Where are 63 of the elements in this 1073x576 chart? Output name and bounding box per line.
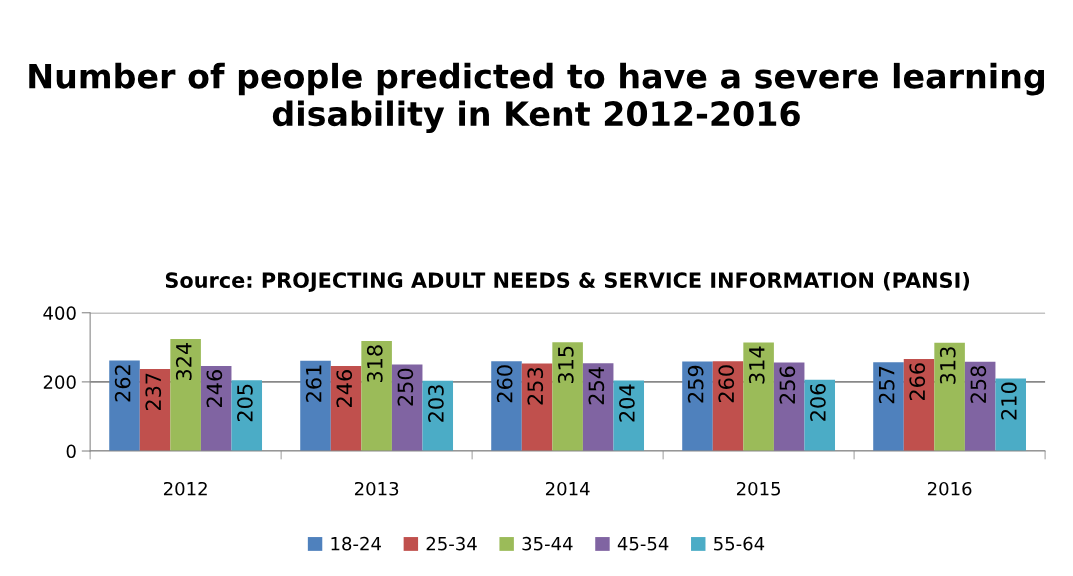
x-tick-label: 2012 — [163, 481, 207, 496]
bar — [200, 365, 232, 452]
bar — [743, 342, 774, 452]
bar — [330, 365, 362, 452]
chart-subtitle: Source: PROJECTING ADULT NEEDS & SERVICE INFORMATION (PANSI) — [165, 271, 970, 292]
bar — [934, 342, 965, 452]
bar — [422, 380, 454, 452]
data-label: 313 — [939, 347, 956, 384]
data-label: 204 — [619, 384, 635, 422]
legend-label: 18-24 — [331, 536, 381, 551]
legend-label: 35-44 — [522, 536, 573, 551]
data-label: 318 — [366, 345, 383, 383]
bar — [712, 361, 744, 452]
data-label: 261 — [305, 365, 322, 402]
data-label: 257 — [878, 366, 895, 404]
bar — [361, 341, 392, 452]
data-label: 324 — [175, 342, 192, 380]
data-label: 246 — [206, 370, 223, 407]
y-tick-label: 400 — [43, 306, 76, 320]
data-label: 266 — [909, 363, 926, 401]
data-label: 250 — [397, 368, 414, 406]
data-label: 246 — [336, 370, 353, 407]
x-tick-label: 2016 — [927, 481, 972, 496]
bar — [109, 360, 140, 452]
bar — [491, 361, 522, 452]
data-label: 260 — [496, 365, 513, 403]
legend-label: 55-64 — [714, 536, 765, 551]
data-label: 258 — [970, 366, 987, 403]
bar — [139, 369, 171, 452]
bar — [682, 361, 713, 452]
data-label: 254 — [588, 367, 605, 405]
bar — [804, 379, 836, 452]
bar — [300, 360, 331, 452]
data-label: 256 — [779, 366, 796, 404]
data-label: 205 — [237, 384, 253, 422]
x-tick-label: 2013 — [354, 481, 399, 496]
bar — [582, 363, 614, 452]
data-label: 314 — [748, 346, 765, 384]
legend-label: 45-54 — [617, 537, 669, 551]
bar — [170, 339, 201, 452]
bar — [521, 363, 553, 452]
data-label: 203 — [428, 385, 444, 422]
data-label: 259 — [687, 365, 704, 403]
bar — [552, 342, 583, 452]
y-tick-label: 0 — [66, 444, 76, 459]
y-tick-label: 200 — [43, 375, 76, 389]
bar — [231, 380, 263, 452]
bar — [964, 361, 996, 452]
data-label: 262 — [114, 365, 131, 402]
bar — [995, 378, 1026, 452]
x-tick-label: 2015 — [736, 481, 781, 496]
data-label: 237 — [145, 373, 162, 411]
data-label: 206 — [810, 383, 826, 421]
data-label: 315 — [557, 346, 574, 384]
bar — [613, 380, 645, 452]
bar — [873, 362, 904, 452]
bar — [903, 359, 935, 452]
legend-label: 25-34 — [426, 536, 477, 551]
data-label: 210 — [1001, 382, 1017, 420]
data-label: 260 — [718, 365, 735, 403]
data-label: 253 — [527, 368, 544, 405]
x-tick-label: 2014 — [545, 481, 590, 496]
chart-title: Number of people predicted to have a severe learning disability in Kent 2012-2016 — [29, 62, 1044, 133]
